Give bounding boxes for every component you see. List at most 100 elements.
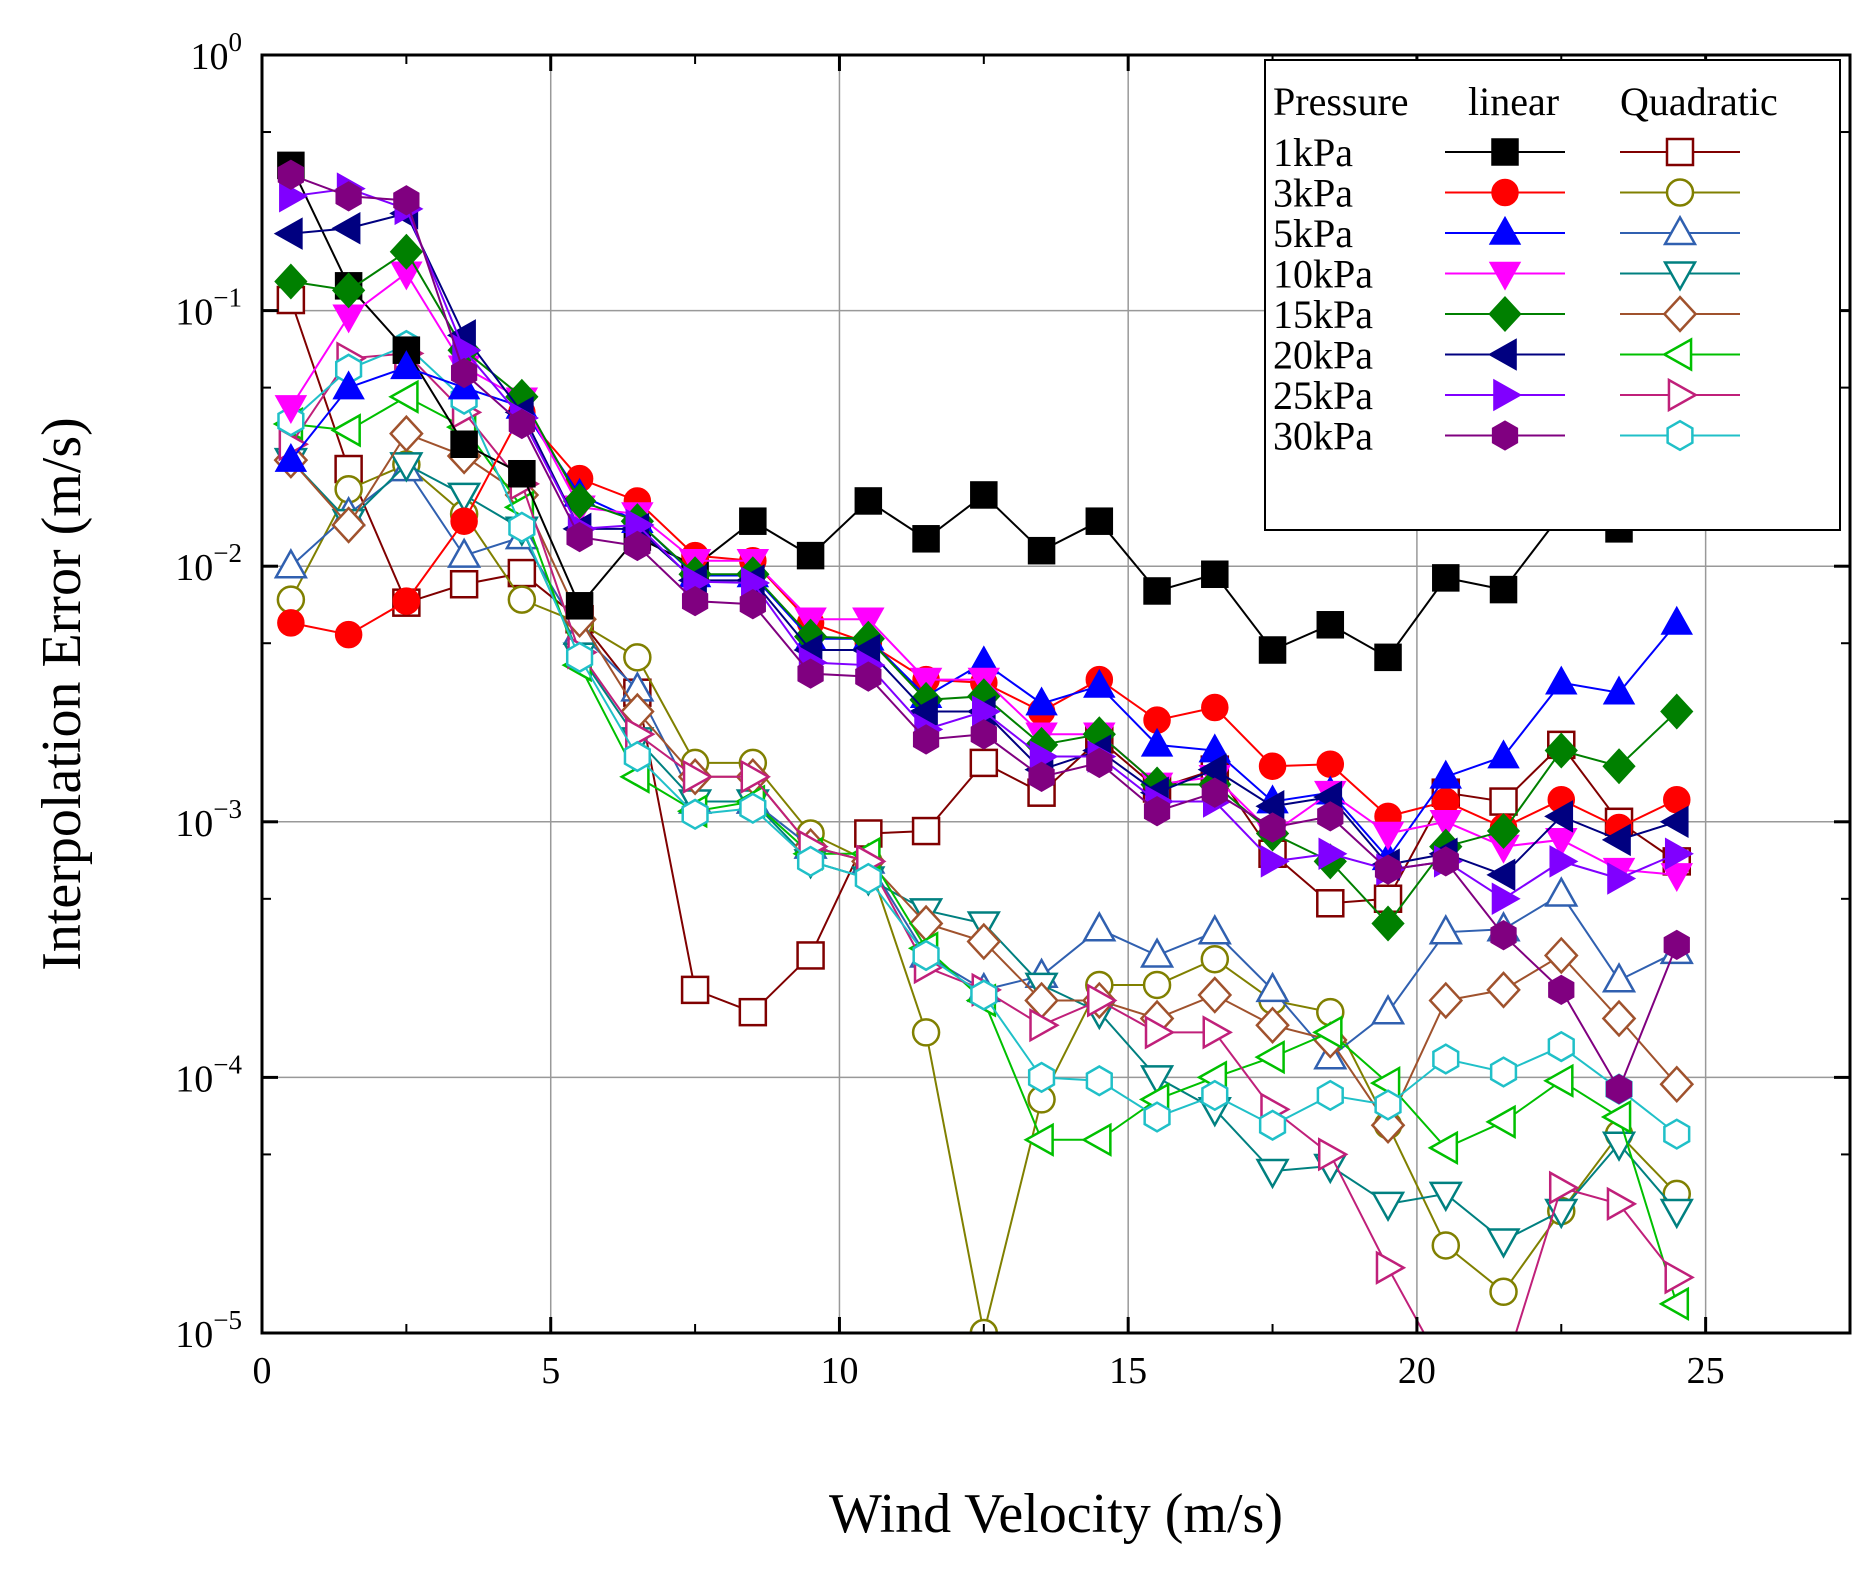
- data-point: [1143, 577, 1171, 605]
- data-point: [279, 180, 309, 213]
- data-point: [739, 507, 767, 535]
- y-tick-label: 10−2: [175, 538, 242, 589]
- data-point: [450, 357, 478, 389]
- data-point: [1139, 937, 1175, 968]
- data-point: [1373, 884, 1403, 913]
- data-point: [1085, 1065, 1113, 1097]
- data-series: [272, 151, 1695, 1333]
- y-tick-label: 10−3: [175, 794, 242, 845]
- data-point: [276, 285, 306, 315]
- data-point: [681, 585, 709, 617]
- legend-marker-quadratic: [1666, 419, 1694, 452]
- data-point: [1085, 507, 1114, 535]
- data-point: [508, 408, 535, 440]
- data-point: [1544, 876, 1579, 907]
- data-point: [331, 212, 361, 245]
- data-point: [334, 620, 363, 649]
- data-point: [393, 185, 420, 216]
- data-point: [1028, 761, 1055, 792]
- legend-row: 30kPa: [1273, 414, 1740, 459]
- data-point: [1607, 862, 1637, 895]
- data-point: [1544, 732, 1578, 769]
- data-point: [1427, 1130, 1459, 1165]
- data-point: [1428, 914, 1463, 945]
- data-point: [1663, 929, 1690, 961]
- data-point: [1602, 675, 1636, 705]
- data-point: [1142, 970, 1172, 1000]
- data-point: [392, 587, 421, 615]
- data-point: [1254, 1040, 1285, 1075]
- legend-box: [1264, 59, 1841, 531]
- data-point: [447, 482, 482, 514]
- data-point: [1432, 1043, 1460, 1075]
- data-point: [1602, 748, 1636, 785]
- data-point: [1316, 750, 1345, 778]
- data-point: [1660, 863, 1693, 892]
- data-point: [912, 525, 940, 553]
- legend-label: 20kPa: [1273, 333, 1373, 378]
- data-point: [1489, 787, 1518, 816]
- data-point: [331, 272, 366, 309]
- y-tick-label: 100: [191, 27, 243, 78]
- legend-marker-linear: [1488, 295, 1522, 333]
- data-point: [1258, 636, 1287, 664]
- legend-marker-quadratic: [1665, 178, 1695, 207]
- data-point: [740, 759, 771, 794]
- legend-label: 3kPa: [1273, 171, 1353, 216]
- data-point: [508, 511, 536, 544]
- data-point: [1432, 846, 1459, 877]
- data-point: [1487, 739, 1520, 769]
- y-axis-title: Interpolation Error (m/s): [31, 417, 93, 971]
- legend-header-quadratic: Quadratic: [1620, 79, 1778, 124]
- data-point: [1370, 1106, 1406, 1144]
- data-point: [1601, 823, 1631, 857]
- data-point: [854, 487, 883, 515]
- data-point: [1489, 575, 1518, 604]
- data-point: [1371, 821, 1405, 851]
- data-point: [389, 452, 424, 483]
- data-point: [1489, 1056, 1518, 1088]
- data-point: [1429, 759, 1463, 789]
- data-point: [1081, 1122, 1112, 1157]
- data-point: [1139, 1065, 1175, 1096]
- data-point: [1490, 920, 1517, 951]
- data-point: [1255, 971, 1290, 1003]
- data-point: [1201, 1079, 1229, 1112]
- data-point: [911, 816, 941, 846]
- data-point: [1258, 752, 1287, 780]
- data-point: [273, 217, 303, 250]
- data-point: [1371, 905, 1405, 942]
- data-point: [1023, 1122, 1054, 1157]
- data-point: [1197, 976, 1233, 1014]
- data-point: [1549, 845, 1579, 878]
- data-point: [389, 233, 423, 270]
- data-point: [1428, 981, 1464, 1020]
- data-point: [1027, 1061, 1056, 1094]
- legend-marker-quadratic: [1661, 337, 1693, 372]
- data-point: [1201, 693, 1229, 722]
- legend-label: 25kPa: [1273, 373, 1373, 418]
- legend-marker-linear: [1491, 178, 1519, 207]
- legend-marker-quadratic: [1662, 214, 1698, 246]
- data-point: [912, 724, 940, 755]
- data-point: [1140, 727, 1174, 757]
- data-point: [739, 589, 766, 620]
- data-point: [680, 975, 710, 1005]
- data-point: [274, 263, 308, 300]
- data-point: [1428, 1181, 1463, 1213]
- data-point: [1660, 693, 1694, 730]
- data-point: [565, 641, 594, 674]
- data-point: [1200, 944, 1230, 974]
- legend-label: 1kPa: [1273, 130, 1353, 175]
- data-point: [507, 558, 537, 588]
- x-tick-label: 10: [820, 1350, 858, 1392]
- y-tick-label: 10−5: [175, 1305, 242, 1356]
- data-point: [276, 585, 306, 614]
- data-point: [1432, 564, 1460, 592]
- data-point: [1317, 1137, 1349, 1172]
- data-point: [969, 748, 999, 778]
- data-point: [624, 530, 651, 562]
- legend-marker-linear: [1491, 420, 1519, 451]
